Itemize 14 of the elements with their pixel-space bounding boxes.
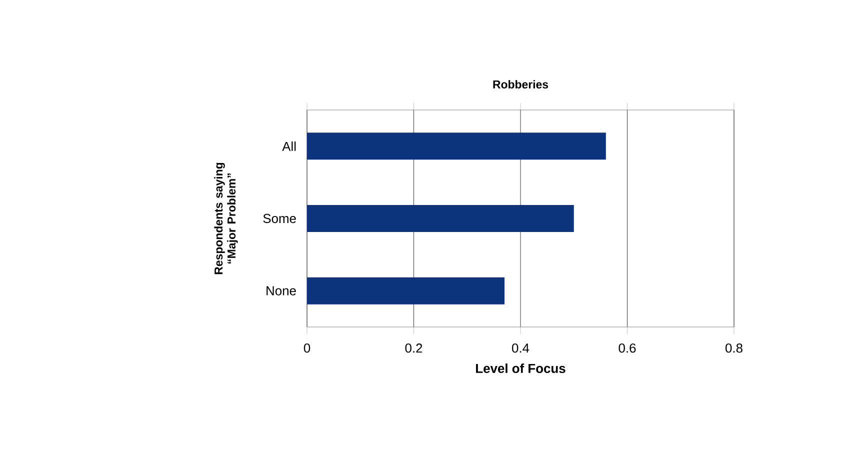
y-tick-label: Some xyxy=(263,214,296,224)
y-axis-title: Respondents saying “Major Problem” xyxy=(214,162,238,274)
x-tick-label: 0.2 xyxy=(405,344,422,353)
bar xyxy=(307,277,504,304)
x-tick-label: 0.4 xyxy=(512,344,530,353)
x-tick-label: 0 xyxy=(304,344,310,353)
x-axis-title: Level of Focus xyxy=(476,364,566,374)
x-tick-label: 0.8 xyxy=(726,344,742,353)
x-tick-label: 0.6 xyxy=(618,344,636,353)
bar xyxy=(307,132,606,160)
y-tick-label: None xyxy=(266,286,296,296)
bar xyxy=(307,204,574,232)
y-tick-label: All xyxy=(282,141,296,151)
chart-title: Robberies xyxy=(493,80,548,88)
